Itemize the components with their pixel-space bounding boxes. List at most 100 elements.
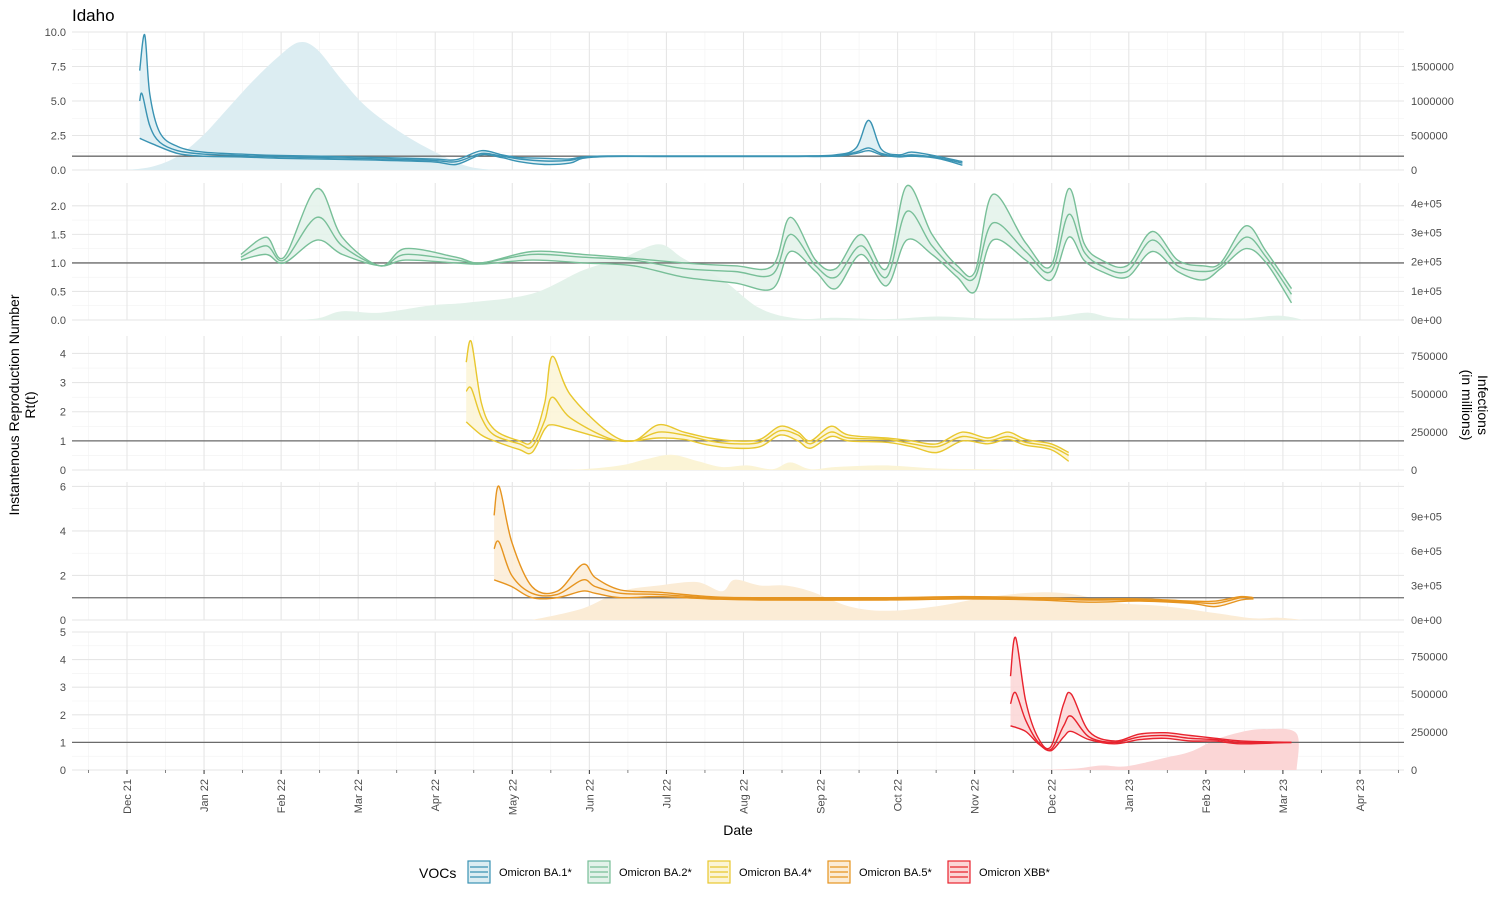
y-tick-label: 0 bbox=[60, 615, 66, 627]
rt-upper-line bbox=[240, 184, 1293, 289]
y-tick-label: 4 bbox=[60, 655, 66, 667]
legend-label: Omicron BA.5* bbox=[859, 867, 932, 879]
y2-tick-label: 0 bbox=[1411, 765, 1417, 777]
infections-area bbox=[127, 41, 495, 171]
y2-tick-label: 9e+05 bbox=[1411, 512, 1442, 524]
legend-item: Omicron BA.5* bbox=[827, 860, 932, 884]
x-tick-label: Dec 21 bbox=[122, 779, 134, 814]
rt-ribbon bbox=[466, 340, 1069, 462]
y-tick-label: 2 bbox=[60, 570, 66, 582]
rt-lower-line bbox=[1010, 725, 1292, 752]
x-tick-label: Feb 23 bbox=[1201, 779, 1213, 813]
y-tick-label: 4 bbox=[60, 348, 66, 360]
legend: VOCs Omicron BA.1* Omicron BA.2* Omicron B… bbox=[419, 860, 1051, 884]
x-tick-label: May 22 bbox=[507, 779, 519, 815]
y-tick-label: 0.0 bbox=[51, 315, 66, 327]
y-tick-label: 0 bbox=[60, 765, 66, 777]
x-tick-label: Mar 23 bbox=[1278, 779, 1290, 813]
y2-tick-label: 1000000 bbox=[1411, 96, 1454, 108]
y-axis-title-right-line2: (in millions) bbox=[1459, 370, 1475, 441]
chart-title: Idaho bbox=[72, 6, 115, 25]
x-tick-label: Mar 22 bbox=[353, 779, 365, 813]
y-tick-label: 3 bbox=[60, 378, 66, 390]
y-tick-label: 2.5 bbox=[51, 131, 66, 143]
panel-5: 0 1 2 3 4 5 0 250000 500000 750000 bbox=[60, 627, 1448, 777]
y-tick-label: 2 bbox=[60, 710, 66, 722]
legend-title: VOCs bbox=[419, 865, 456, 881]
y2-tick-label: 6e+05 bbox=[1411, 546, 1442, 558]
rt-ribbon bbox=[494, 486, 1254, 607]
x-axis: Dec 21 Jan 22 Feb 22 Mar 22 Apr 22 May 22 Jun … bbox=[88, 770, 1399, 815]
y2-tick-label: 1500000 bbox=[1411, 62, 1454, 74]
x-tick-label: Aug 22 bbox=[738, 779, 750, 814]
y-tick-label: 0.5 bbox=[51, 286, 66, 298]
y-tick-label: 0.0 bbox=[51, 165, 66, 177]
y2-tick-label: 0 bbox=[1411, 165, 1417, 177]
legend-label: Omicron XBB* bbox=[979, 867, 1051, 879]
x-tick-label: Feb 22 bbox=[276, 779, 288, 813]
x-tick-label: Sep 22 bbox=[816, 779, 828, 814]
y2-tick-label: 3e+05 bbox=[1411, 581, 1442, 593]
x-tick-label: Apr 23 bbox=[1355, 779, 1367, 811]
y2-tick-label: 4e+05 bbox=[1411, 198, 1442, 210]
rt-median-line bbox=[465, 386, 1070, 457]
x-tick-label: Jun 22 bbox=[584, 779, 596, 812]
y-tick-label: 1.0 bbox=[51, 258, 66, 270]
y2-tick-label: 0e+00 bbox=[1411, 315, 1442, 327]
legend-label: Omicron BA.4* bbox=[739, 867, 812, 879]
y-axis-title-left-line1: Instantenous Reproduction Number bbox=[6, 294, 22, 515]
y2-tick-label: 250000 bbox=[1411, 427, 1448, 439]
panel-3: 0 1 2 3 4 0 250000 500000 750000 bbox=[60, 336, 1448, 477]
y2-tick-label: 1e+05 bbox=[1411, 286, 1442, 298]
rt-median-line bbox=[493, 540, 1254, 605]
y2-tick-label: 500000 bbox=[1411, 389, 1448, 401]
y-tick-label: 2.0 bbox=[51, 201, 66, 213]
infections-area bbox=[532, 579, 1305, 620]
y-tick-label: 7.5 bbox=[51, 62, 66, 74]
y2-tick-label: 2e+05 bbox=[1411, 257, 1442, 269]
y-tick-label: 4 bbox=[60, 526, 66, 538]
x-tick-label: Oct 22 bbox=[893, 779, 905, 811]
y2-tick-label: 3e+05 bbox=[1411, 228, 1442, 240]
y-tick-label: 1 bbox=[60, 436, 66, 448]
y-tick-label: 5.0 bbox=[51, 96, 66, 108]
rt-lower-line bbox=[465, 421, 1070, 462]
y-tick-label: 10.0 bbox=[45, 27, 66, 39]
y2-tick-label: 0 bbox=[1411, 465, 1417, 477]
legend-label: Omicron BA.2* bbox=[619, 867, 692, 879]
y-tick-label: 0 bbox=[60, 465, 66, 477]
y-tick-label: 1.5 bbox=[51, 229, 66, 241]
x-tick-label: Nov 22 bbox=[970, 779, 982, 814]
rt-lower-line bbox=[240, 236, 1293, 304]
infections-area bbox=[278, 244, 1305, 320]
rt-median-line bbox=[1009, 691, 1292, 751]
rt-upper-line bbox=[493, 485, 1254, 603]
y-tick-label: 2 bbox=[60, 407, 66, 419]
y2-tick-label: 250000 bbox=[1411, 727, 1448, 739]
panel-1: 0.0 2.5 5.0 7.5 10.0 0 500000 1000000 1500000 bbox=[45, 27, 1454, 177]
rt-ribbon bbox=[139, 34, 963, 166]
legend-item: Omicron BA.2* bbox=[587, 860, 692, 884]
y-tick-label: 1 bbox=[60, 737, 66, 749]
y-tick-label: 6 bbox=[60, 481, 66, 493]
infections-area bbox=[544, 454, 1039, 470]
y-tick-label: 5 bbox=[60, 627, 66, 639]
y-axis-title-left-line2: Rt(t) bbox=[22, 391, 38, 418]
rt-lower-line bbox=[139, 137, 963, 166]
rt-ribbon bbox=[1010, 637, 1292, 751]
rt-upper-line bbox=[465, 339, 1070, 454]
rt-median-line bbox=[139, 92, 963, 164]
x-tick-label: Dec 22 bbox=[1047, 779, 1059, 814]
panel-2: 0.0 0.5 1.0 1.5 2.0 0e+00 1e+05 2e+05 3e+05 4e+05 bbox=[51, 183, 1442, 327]
legend-label: Omicron BA.1* bbox=[499, 867, 572, 879]
infections-area bbox=[1038, 728, 1299, 770]
y-tick-label: 3 bbox=[60, 682, 66, 694]
legend-item: Omicron BA.1* bbox=[467, 860, 572, 884]
rt-ribbon bbox=[240, 185, 1292, 303]
y-axis-title-right-line1: Infections bbox=[1475, 375, 1491, 435]
x-axis-title: Date bbox=[723, 822, 753, 838]
x-tick-label: Jan 23 bbox=[1124, 779, 1136, 812]
rt-upper-line bbox=[1009, 636, 1292, 750]
